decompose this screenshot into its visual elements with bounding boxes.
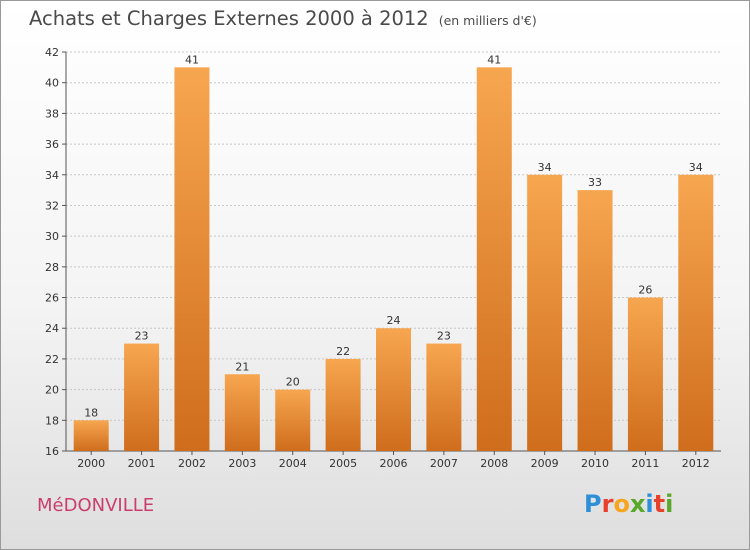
x-tick-label: 2010 (581, 457, 609, 470)
bar (275, 389, 311, 451)
bar-value-label: 22 (336, 345, 350, 358)
chart-unit: (en milliers d'€) (438, 13, 537, 28)
bar (577, 190, 613, 451)
logo-letter: i (665, 490, 674, 518)
logo-letter: x (629, 490, 646, 518)
y-tick-label: 26 (45, 292, 59, 305)
bar (426, 343, 462, 451)
bar-value-label: 21 (235, 360, 249, 373)
x-tick-label: 2003 (228, 457, 256, 470)
chart-title: Achats et Charges Externes 2000 à 2012 (e… (29, 7, 537, 30)
labels: 16 18 20 22 24 26 28 30 32 34 36 38 40 42 18 2000 23 2001… (45, 46, 710, 470)
y-tick-label: 24 (45, 322, 59, 335)
y-tick-label: 30 (45, 230, 59, 243)
y-tick-label: 40 (45, 77, 59, 90)
logo-letter: P (584, 490, 602, 518)
bar (325, 358, 361, 451)
bar-value-label: 24 (387, 314, 401, 327)
bar (527, 174, 563, 451)
bar-value-label: 20 (286, 376, 300, 389)
proxiti-logo: Proxiti (584, 490, 673, 518)
logo-letter: i (645, 490, 654, 518)
commune-name: MéDONVILLE (37, 495, 155, 516)
y-tick-label: 34 (45, 169, 59, 182)
x-tick-label: 2005 (329, 457, 357, 470)
bar (73, 420, 109, 451)
bar (476, 67, 512, 451)
logo-letter: o (613, 490, 630, 518)
y-tick-label: 38 (45, 107, 59, 120)
bar (124, 343, 160, 451)
bar (224, 374, 260, 451)
logo-letter: t (653, 490, 666, 518)
x-tick-label: 2006 (380, 457, 408, 470)
x-tick-label: 2002 (178, 457, 206, 470)
y-tick-label: 36 (45, 138, 59, 151)
bar-value-label: 34 (689, 161, 703, 174)
y-tick-label: 22 (45, 353, 59, 366)
chart-title-text: Achats et Charges Externes 2000 à 2012 (29, 7, 429, 30)
bar-value-label: 33 (588, 176, 602, 189)
y-tick-label: 32 (45, 199, 59, 212)
bar-value-label: 41 (487, 53, 501, 66)
y-tick-label: 20 (45, 384, 59, 397)
x-tick-label: 2007 (430, 457, 458, 470)
x-tick-label: 2008 (480, 457, 508, 470)
x-tick-label: 2004 (279, 457, 307, 470)
bars (73, 67, 714, 451)
bar (174, 67, 210, 451)
bar-value-label: 18 (84, 406, 98, 419)
x-tick-label: 2001 (128, 457, 156, 470)
bar (627, 297, 663, 451)
bar-value-label: 23 (135, 330, 149, 343)
x-tick-label: 2012 (682, 457, 710, 470)
bar (376, 328, 411, 451)
x-tick-label: 2000 (77, 457, 105, 470)
bar-value-label: 41 (185, 53, 199, 66)
y-tick-label: 18 (45, 414, 59, 427)
bar-value-label: 26 (638, 284, 652, 297)
bar-value-label: 23 (437, 330, 451, 343)
bar-value-label: 34 (538, 161, 552, 174)
x-tick-label: 2009 (531, 457, 559, 470)
x-tick-label: 2011 (631, 457, 659, 470)
y-tick-label: 42 (45, 46, 59, 59)
bar (678, 174, 714, 451)
logo-letter: r (601, 490, 614, 518)
y-tick-label: 16 (45, 445, 59, 458)
y-tick-label: 28 (45, 261, 59, 274)
